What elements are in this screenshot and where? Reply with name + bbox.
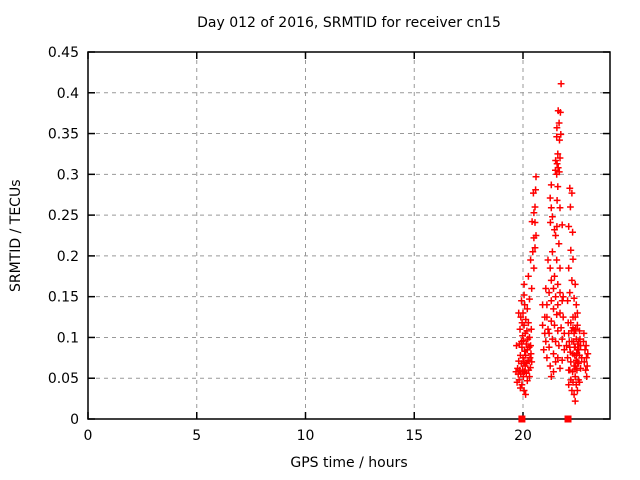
svg-text:5: 5 [192, 428, 201, 444]
svg-text:15: 15 [405, 428, 423, 444]
svg-text:0.3: 0.3 [57, 167, 79, 183]
svg-text:20: 20 [514, 428, 532, 444]
svg-text:10: 10 [297, 428, 315, 444]
svg-text:0.2: 0.2 [57, 249, 79, 265]
x-axis-label: GPS time / hours [290, 455, 408, 471]
svg-text:0.45: 0.45 [48, 45, 79, 61]
svg-text:0.15: 0.15 [48, 290, 79, 306]
svg-text:0.4: 0.4 [57, 86, 79, 102]
svg-text:0: 0 [84, 428, 93, 444]
svg-text:0: 0 [70, 412, 79, 428]
svg-text:0.25: 0.25 [48, 208, 79, 224]
svg-text:0.1: 0.1 [57, 330, 79, 346]
svg-text:0.05: 0.05 [48, 371, 79, 387]
chart-title: Day 012 of 2016, SRMTID for receiver cn1… [197, 15, 501, 31]
svg-text:0.35: 0.35 [48, 127, 79, 143]
